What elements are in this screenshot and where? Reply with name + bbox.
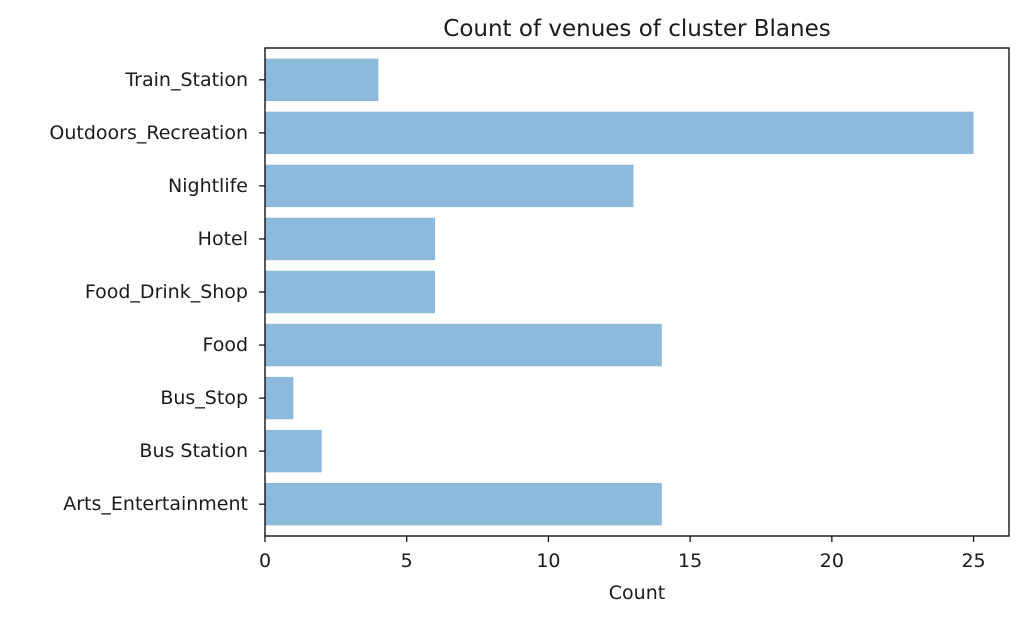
bar-hotel — [265, 217, 436, 261]
y-axis: Arts_Entertainment Bus Station Bus_Stop Foo… — [49, 69, 265, 515]
chart-title: Count of venues of cluster Blanes — [443, 16, 830, 42]
bars-group — [265, 58, 974, 526]
x-tick-label: 10 — [536, 550, 560, 572]
bar-nightlife — [265, 164, 634, 208]
y-tick-label: Nightlife — [168, 175, 248, 197]
bar-bus-station — [265, 429, 322, 473]
y-tick-label: Arts_Entertainment — [63, 493, 248, 515]
bar-food — [265, 323, 662, 367]
bar-food-drink-shop — [265, 270, 436, 314]
x-axis-label: Count — [609, 582, 665, 604]
y-tick-label: Hotel — [198, 228, 248, 250]
y-tick-label: Train_Station — [124, 69, 248, 91]
y-tick-label: Outdoors_Recreation — [49, 122, 248, 144]
bar-train-station — [265, 58, 379, 102]
bar-outdoors-recreation — [265, 111, 974, 155]
y-tick-label: Food_Drink_Shop — [85, 281, 248, 303]
y-tick-label: Food — [202, 334, 248, 356]
x-tick-label: 15 — [678, 550, 702, 572]
bar-bus-stop — [265, 376, 294, 420]
bar-arts-entertainment — [265, 482, 662, 526]
x-tick-label: 20 — [820, 550, 844, 572]
x-tick-label: 25 — [961, 550, 985, 572]
y-tick-label: Bus Station — [139, 440, 248, 462]
y-tick-label: Bus_Stop — [160, 387, 248, 409]
x-tick-label: 0 — [259, 550, 271, 572]
x-tick-label: 5 — [401, 550, 413, 572]
x-axis: 0 5 10 15 20 25 — [259, 536, 986, 572]
